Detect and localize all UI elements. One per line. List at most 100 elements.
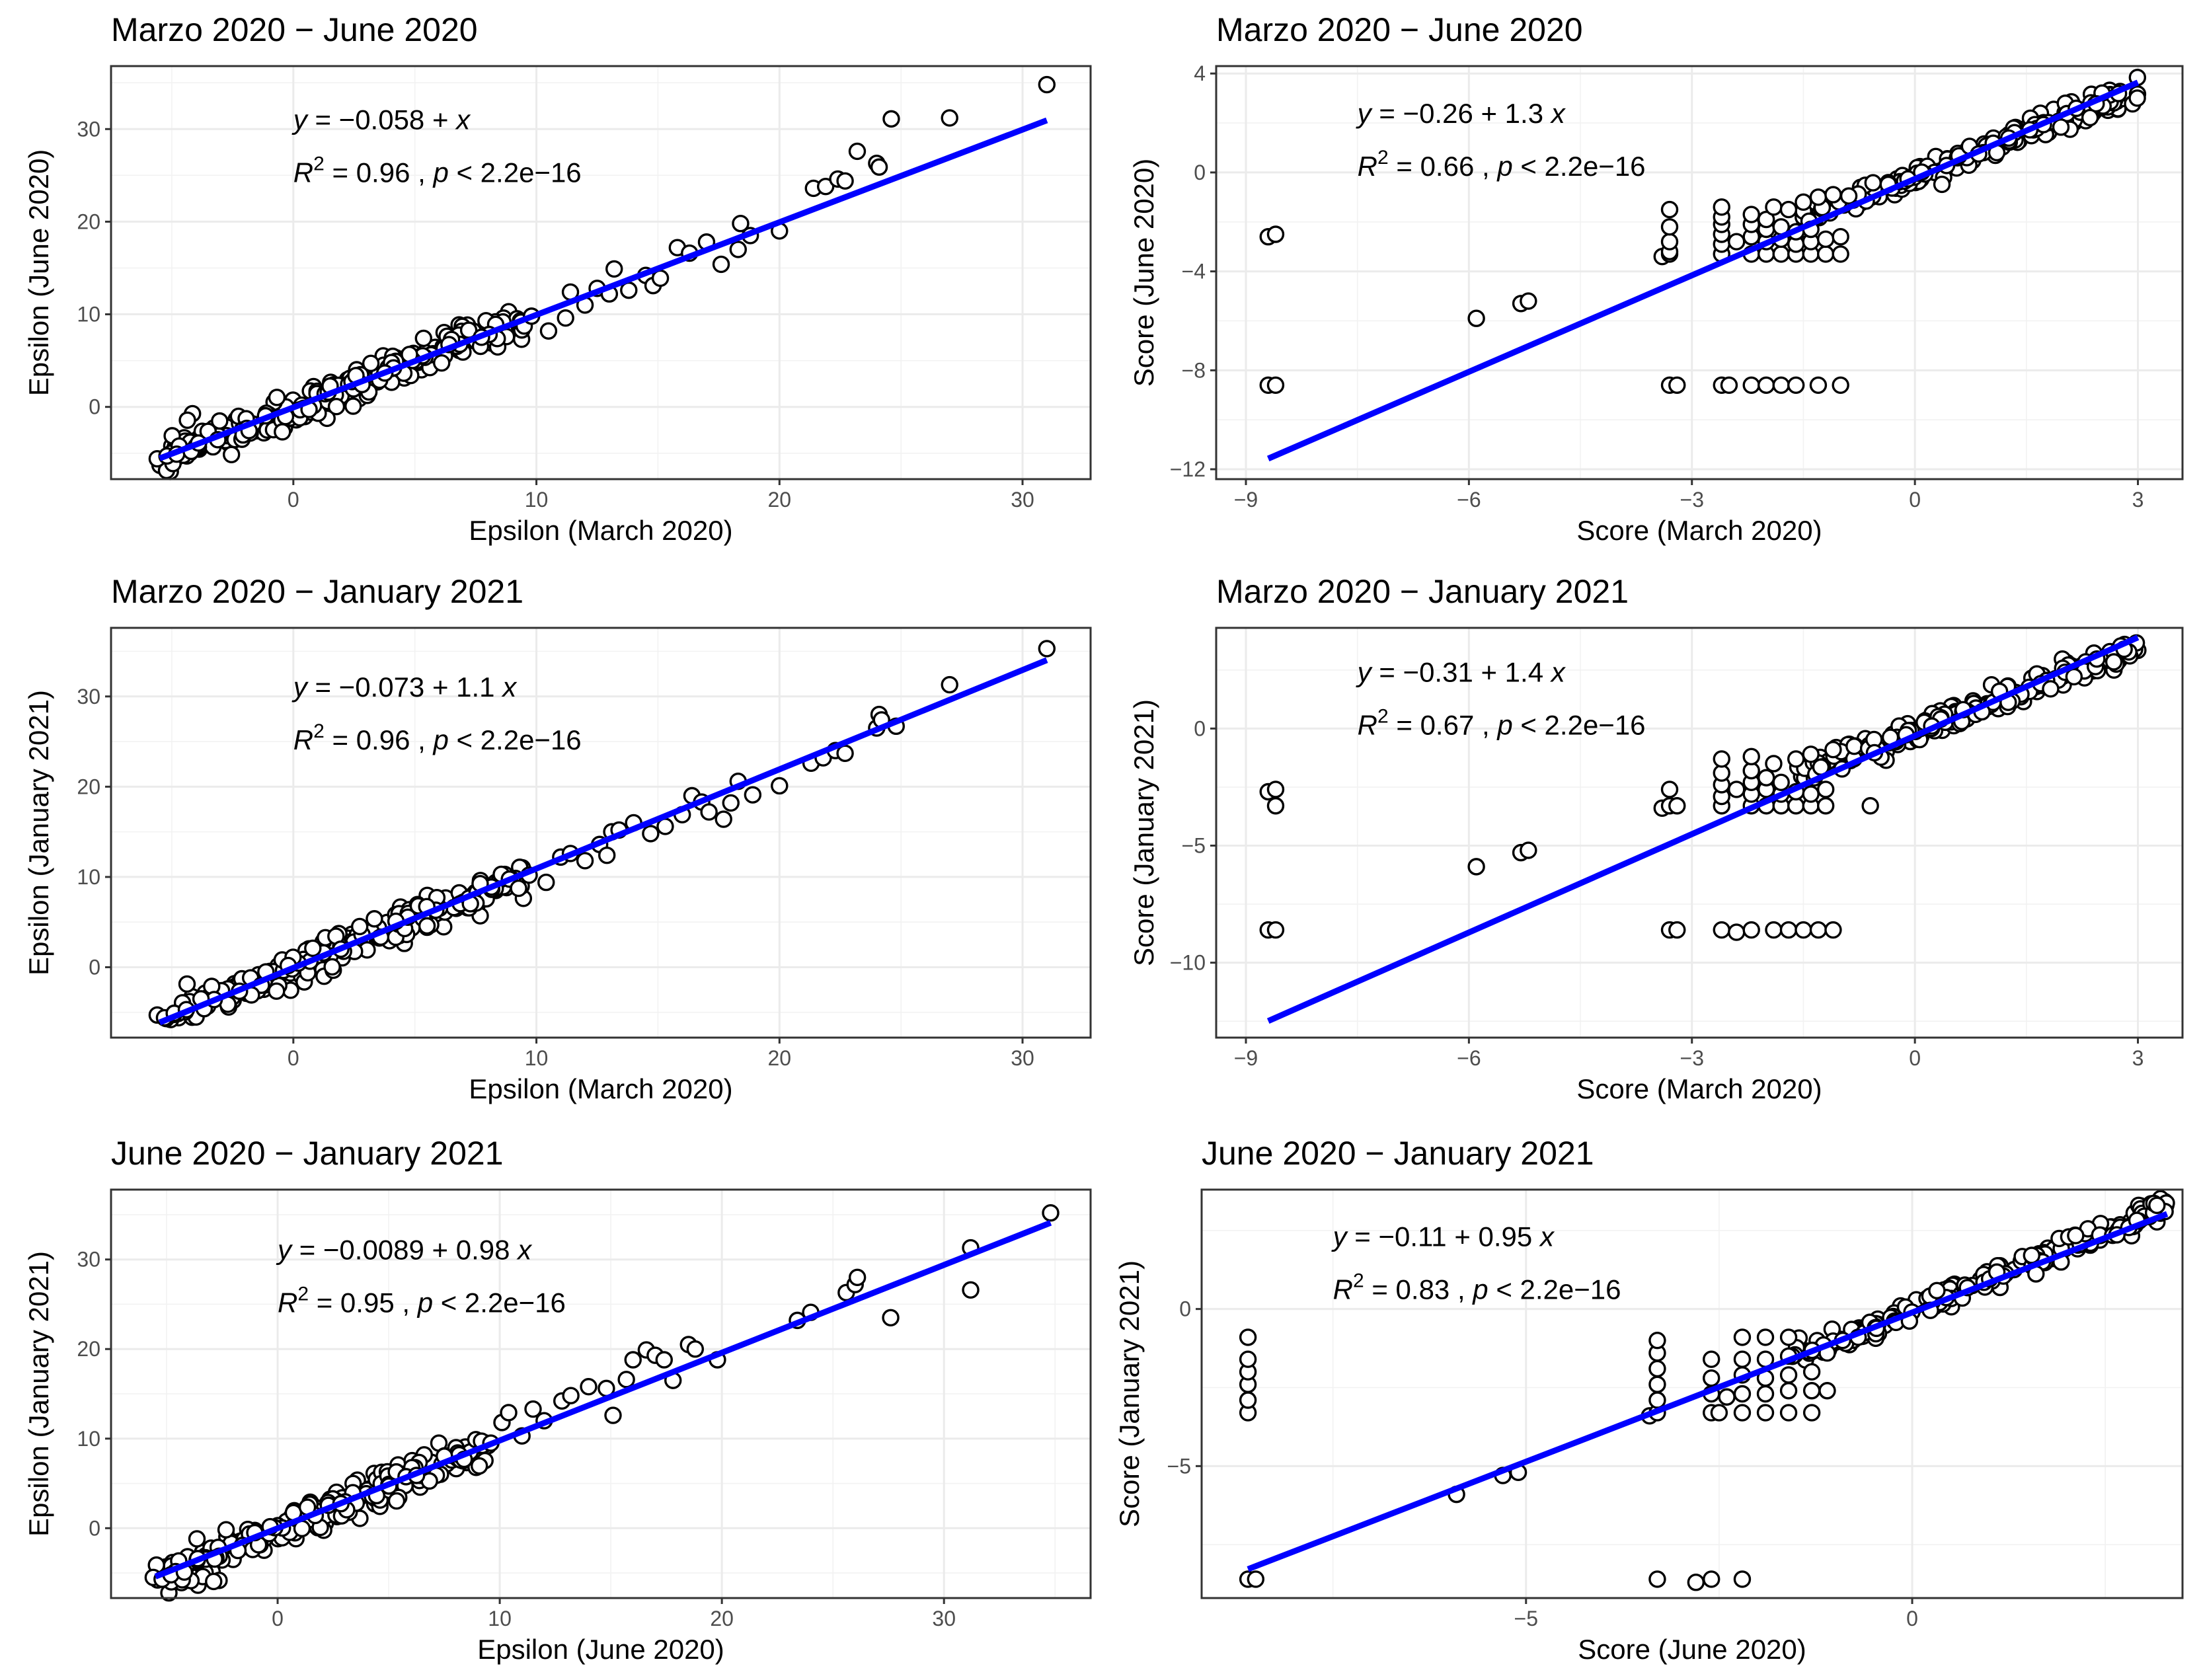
data-point (178, 411, 196, 429)
data-point (188, 1530, 206, 1548)
data-point (1648, 1570, 1666, 1588)
y-axis-label: Score (January 2021) (1128, 699, 1159, 966)
data-point (1933, 175, 1951, 194)
x-tick-label: −6 (1457, 488, 1481, 512)
plot-frame (110, 65, 1092, 480)
x-tick-label: 20 (767, 488, 791, 512)
data-point (1928, 1281, 1946, 1300)
data-point (1668, 376, 1686, 394)
x-tick-label: 0 (288, 488, 299, 512)
data-point (624, 1351, 642, 1369)
y-axis-label: Score (January 2021) (1114, 1260, 1145, 1527)
data-point (1765, 198, 1783, 216)
x-tick-label: 3 (2132, 488, 2144, 512)
data-point (712, 255, 730, 274)
y-tick-label: −5 (1182, 833, 1206, 857)
data-point (1038, 75, 1056, 94)
data-point (1733, 1385, 1752, 1403)
data-point (1648, 1359, 1666, 1378)
p-symbol: p (1496, 709, 1512, 740)
data-point (1779, 1366, 1798, 1384)
data-point (562, 1387, 580, 1404)
data-point (655, 1351, 673, 1369)
x-tick-label: 30 (1011, 488, 1034, 512)
panel-title: Marzo 2020 − January 2021 (111, 573, 523, 610)
y-tick-label: 30 (77, 685, 100, 708)
r-symbol: R (278, 1287, 297, 1318)
x-tick-label: 10 (525, 1046, 549, 1070)
p-value: < 2.2e−16 (1513, 709, 1646, 740)
p-value: < 2.2e−16 (1513, 151, 1646, 182)
r-squared-and-p-value: R2 = 0.95 , p < 2.2e−16 (278, 1283, 566, 1318)
p-value: < 2.2e−16 (433, 1287, 566, 1318)
data-point (836, 744, 854, 763)
data-point (1756, 1404, 1775, 1422)
x-tick-label: 3 (2132, 1046, 2144, 1070)
data-point (1756, 1328, 1775, 1346)
data-point (1861, 797, 1879, 815)
equation-x: x (1550, 656, 1566, 687)
x-tick-label: 20 (710, 1607, 734, 1630)
data-point (604, 1406, 622, 1424)
p-symbol: p (1471, 1274, 1488, 1305)
data-point (1832, 245, 1849, 263)
r-value: = 0.67 , (1389, 709, 1498, 740)
data-point (576, 852, 594, 870)
data-point (1779, 1382, 1798, 1400)
data-point (1779, 921, 1798, 939)
data-point (1713, 750, 1730, 768)
data-point (1832, 376, 1849, 394)
data-point (2105, 653, 2123, 671)
data-point (771, 777, 789, 795)
regression-line (1247, 1211, 2169, 1572)
x-tick-label: 0 (1909, 1046, 1921, 1070)
r-superscript: 2 (297, 1283, 309, 1305)
data-point (2128, 89, 2146, 107)
data-point (1520, 292, 1537, 310)
data-point (1703, 1350, 1720, 1368)
data-point (941, 675, 958, 694)
data-point (882, 1309, 900, 1327)
data-point (715, 810, 732, 828)
x-tick-label: −9 (1234, 1046, 1258, 1070)
data-point (1772, 773, 1790, 792)
data-point (1756, 1385, 1775, 1403)
plot-frame (1200, 1188, 2184, 1599)
data-point (1266, 781, 1285, 798)
y-axis-label: Epsilon (January 2021) (23, 1251, 54, 1537)
x-tick-label: 0 (1906, 1607, 1918, 1630)
data-point (1733, 1570, 1752, 1588)
equation-y: y (1331, 1221, 1349, 1252)
panel-title: Marzo 2020 − June 2020 (111, 11, 478, 48)
data-point (1824, 741, 1842, 759)
x-axis-label: Score (March 2020) (1576, 1073, 1822, 1104)
data-point (178, 975, 196, 993)
regression-line (1266, 634, 2140, 1024)
y-tick-label: 30 (77, 1248, 100, 1272)
plot-frame (110, 1188, 1092, 1599)
panel-6: −5 0 −5 0 y = −0.11 + 0.95 x R2 = 0.83 , p < … (1114, 1135, 2184, 1665)
data-point (941, 109, 958, 127)
panel-4: −9 −6 −3 0 3 −10 −5 0 y = −0.31 + 1.4 x R2 = 0.67… (1128, 573, 2184, 1104)
data-point (1703, 1369, 1720, 1387)
y-axis-label: Epsilon (June 2020) (23, 149, 54, 397)
data-point (2065, 668, 2083, 686)
x-tick-label: −5 (1514, 1607, 1538, 1630)
data-point (1832, 228, 1849, 246)
x-tick-label: −3 (1680, 1046, 1704, 1070)
data-point (1713, 764, 1730, 782)
data-point (500, 1404, 518, 1422)
data-point (962, 1281, 980, 1299)
data-point (1802, 745, 1820, 763)
data-point (700, 803, 718, 821)
regression-equation: y = −0.0089 + 0.98 x (276, 1235, 533, 1266)
x-axis-label: Epsilon (March 2020) (469, 515, 732, 546)
equation-x: x (1550, 98, 1566, 129)
y-tick-label: 20 (77, 1337, 100, 1361)
data-point (2148, 1196, 2166, 1215)
y-tick-label: −8 (1182, 358, 1206, 382)
data-point (1816, 797, 1835, 815)
x-tick-label: 30 (932, 1607, 956, 1630)
data-point (836, 172, 854, 190)
